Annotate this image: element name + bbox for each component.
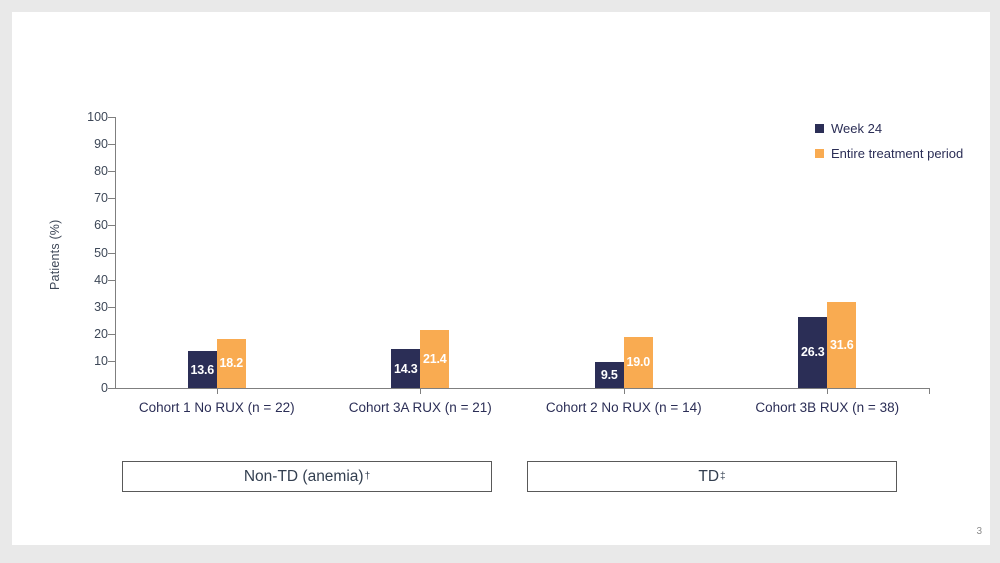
y-tick-mark <box>108 117 115 118</box>
page-number: 3 <box>976 526 982 537</box>
y-tick-label: 100 <box>87 110 108 124</box>
y-tick-mark <box>108 198 115 200</box>
bar-entire-period: 19.0 <box>623 336 653 388</box>
y-tick-mark <box>108 252 115 254</box>
y-tick-label: 70 <box>94 191 108 206</box>
category-label: Cohort 1 No RUX (n = 22) <box>138 400 295 415</box>
bar-value-label: 19.0 <box>626 355 651 370</box>
y-tick-mark <box>108 225 115 227</box>
legend-label: Week 24 <box>831 121 883 136</box>
slide: Patients (%) 0 10 20 30 40 50 60 70 80 90 100 13.6… <box>12 12 990 545</box>
legend-swatch <box>815 149 824 158</box>
y-tick-label: 10 <box>94 353 108 368</box>
bar-week24: 13.6 <box>187 351 217 388</box>
y-tick-mark <box>108 306 115 308</box>
legend-swatch <box>815 124 824 133</box>
group-box-non-td-label: Non-TD (anemia) <box>243 467 364 485</box>
y-tick-label: 40 <box>94 272 108 287</box>
x-axis-line <box>115 388 930 389</box>
y-tick-label: 20 <box>94 326 108 341</box>
bar-value-label: 21.4 <box>422 351 447 366</box>
bar-value-label: 18.2 <box>219 356 244 371</box>
bar-entire-period: 18.2 <box>216 338 246 388</box>
y-tick-mark <box>108 360 115 362</box>
bar-week24: 9.5 <box>594 362 624 388</box>
y-tick-label: 60 <box>94 218 108 233</box>
group-box-td-label: TD <box>698 467 720 485</box>
x-tick-mark <box>420 388 422 394</box>
y-tick-mark <box>108 279 115 281</box>
category-label: Cohort 3B RUX (n = 38) <box>755 400 900 415</box>
bar-week24: 26.3 <box>798 316 828 388</box>
bar-value-label: 26.3 <box>800 345 825 360</box>
chart-legend: Week 24 Entire treatment period <box>815 116 963 166</box>
legend-label: Entire treatment period <box>831 146 964 161</box>
legend-item: Entire treatment period <box>815 141 963 166</box>
y-tick-mark <box>108 144 115 146</box>
bar-entire-period: 21.4 <box>420 330 450 388</box>
group-box-non-td: Non-TD (anemia) † <box>122 461 492 492</box>
bar-entire-period: 31.6 <box>827 302 857 388</box>
group-box-td: TD ‡ <box>527 461 897 492</box>
y-tick-mark <box>108 171 115 173</box>
category-label: Cohort 2 No RUX (n = 14) <box>545 400 702 415</box>
bar-value-label: 14.3 <box>393 361 418 376</box>
legend-item: Week 24 <box>815 116 963 141</box>
y-tick-label: 80 <box>94 164 108 179</box>
y-tick-label: 90 <box>94 137 108 152</box>
category-label: Cohort 3A RUX (n = 21) <box>348 400 492 415</box>
x-tick-mark <box>216 388 218 394</box>
y-axis-line <box>115 117 116 389</box>
bar-value-label: 9.5 <box>600 368 618 383</box>
y-tick-mark <box>108 333 115 335</box>
bar-chart: Patients (%) 0 10 20 30 40 50 60 70 80 90 100 13.6… <box>12 12 990 457</box>
bar-value-label: 13.6 <box>190 362 215 377</box>
y-tick-label: 0 <box>101 381 108 395</box>
y-axis-title: Patients (%) <box>48 219 62 291</box>
bar-value-label: 31.6 <box>829 338 854 353</box>
x-tick-mark <box>623 388 625 394</box>
y-tick-label: 50 <box>94 245 108 260</box>
y-tick-mark <box>108 388 115 389</box>
y-tick-label: 30 <box>94 299 108 314</box>
x-axis-end-tick <box>929 388 930 394</box>
x-tick-mark <box>827 388 829 394</box>
bar-week24: 14.3 <box>391 349 421 388</box>
